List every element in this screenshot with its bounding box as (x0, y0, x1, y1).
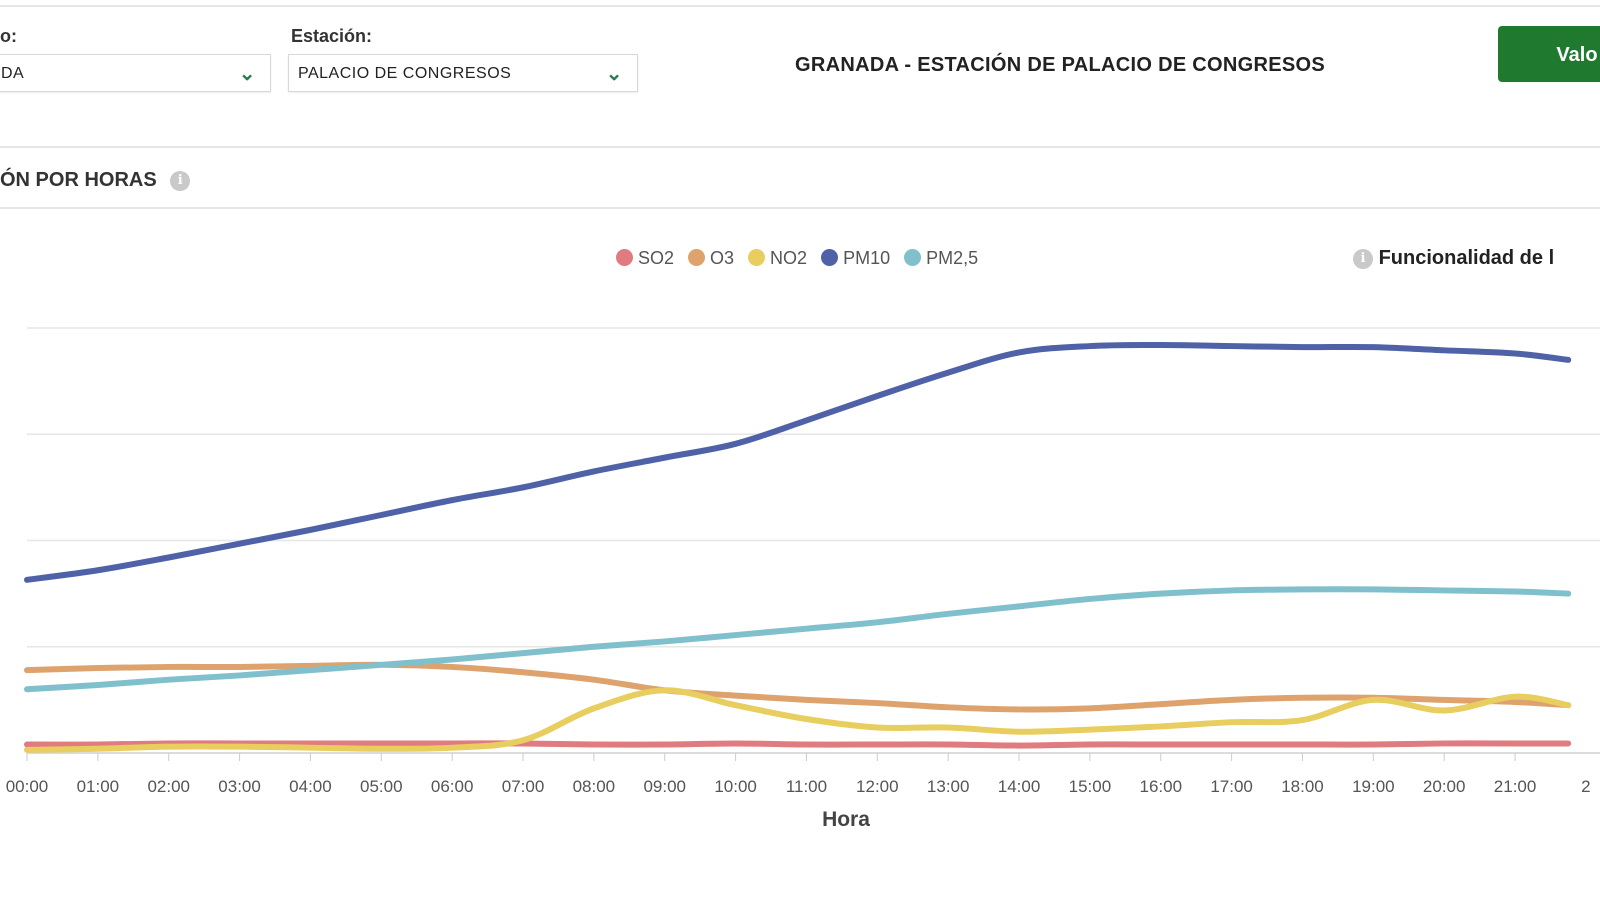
legend-label: O3 (710, 248, 735, 268)
chevron-down-icon: ⌄ (238, 63, 256, 85)
info-icon[interactable]: i (1353, 248, 1373, 269)
estacion-label: Estación: (291, 26, 373, 46)
legend-dot (748, 249, 766, 266)
x-tick-label: 07:00 (502, 777, 545, 796)
divider (0, 207, 1600, 209)
legend-label: SO2 (638, 248, 675, 268)
x-tick-label: 11:00 (786, 777, 827, 796)
top-divider (0, 5, 1600, 7)
legend-item-so2[interactable]: SO2 (616, 248, 674, 269)
x-tick-label: 09:00 (643, 777, 686, 796)
legend-dot (688, 249, 706, 266)
x-tick-label: 16:00 (1139, 777, 1182, 796)
x-tick-label: 21:00 (1494, 777, 1537, 796)
x-tick-label: 15:00 (1069, 777, 1112, 796)
chevron-down-icon: ⌄ (605, 63, 623, 85)
x-tick-label: 20:00 (1423, 777, 1466, 796)
municipio-select[interactable]: DA ⌄ (0, 54, 271, 92)
x-tick-label: 05:00 (360, 777, 403, 796)
estacion-select[interactable]: PALACIO DE CONGRESOS ⌄ (288, 54, 638, 92)
series-line-pm25[interactable] (24, 586, 1572, 693)
x-tick-label: 19:00 (1352, 777, 1395, 796)
series-line-pm10[interactable] (24, 341, 1572, 583)
station-title: GRANADA - ESTACIÓN DE PALACIO DE CONGRES… (795, 54, 1326, 76)
section-header: ÓN POR HORAS i (0, 169, 191, 192)
x-tick-label: 14:00 (998, 777, 1041, 796)
x-tick-label: 08:00 (573, 777, 616, 796)
estacion-value: PALACIO DE CONGRESOS (298, 65, 512, 82)
legend-item-o3[interactable]: O3 (688, 248, 734, 269)
x-tick-label: 06:00 (431, 777, 474, 796)
divider (0, 146, 1600, 148)
x-tick-label: 12:00 (856, 777, 899, 796)
x-tick-label: 00:00 (6, 777, 49, 796)
legend-dot (904, 249, 922, 266)
legend-item-pm10[interactable]: PM10 (821, 248, 890, 269)
functionality-note: i Funcionalidad de l (1353, 247, 1554, 270)
legend-label: NO2 (770, 248, 808, 268)
x-axis-title: Hora (822, 808, 870, 831)
x-tick-label: 2 (1581, 777, 1590, 796)
series-line-no2[interactable] (24, 687, 1572, 753)
x-tick-label: 02:00 (147, 777, 190, 796)
section-title: ÓN POR HORAS (0, 169, 157, 191)
x-tick-label: 04:00 (289, 777, 332, 796)
info-icon[interactable]: i (170, 170, 191, 191)
series-line-o3[interactable] (24, 661, 1572, 713)
x-tick-label: 13:00 (927, 777, 970, 796)
chart-legend: SO2 O3 NO2 PM10 PM2,5 (616, 248, 978, 269)
municipio-label: o: (0, 26, 17, 46)
valores-button[interactable]: Valo (1498, 26, 1600, 82)
legend-item-no2[interactable]: NO2 (748, 248, 807, 269)
legend-dot (821, 249, 839, 266)
functionality-text: Funcionalidad de l (1378, 247, 1555, 269)
series-line-so2[interactable] (24, 740, 1572, 749)
legend-item-pm25[interactable]: PM2,5 (904, 248, 978, 269)
x-tick-label: 03:00 (218, 777, 261, 796)
x-tick-label: 18:00 (1281, 777, 1324, 796)
legend-label: PM2,5 (926, 248, 979, 268)
legend-dot (616, 249, 633, 266)
municipio-value: DA (1, 65, 25, 82)
x-tick-label: 10:00 (714, 777, 757, 796)
x-tick-label: 17:00 (1210, 777, 1253, 796)
x-tick-label: 01:00 (77, 777, 120, 796)
legend-label: PM10 (843, 248, 891, 268)
